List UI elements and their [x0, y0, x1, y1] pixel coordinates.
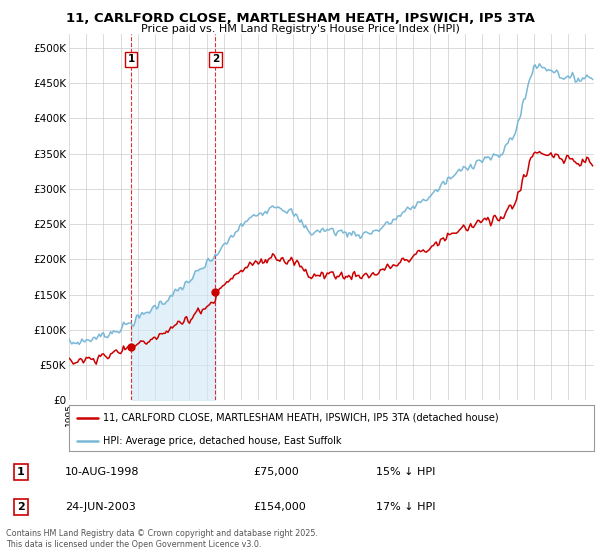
Text: 17% ↓ HPI: 17% ↓ HPI [376, 502, 436, 512]
Text: 10-AUG-1998: 10-AUG-1998 [65, 467, 139, 477]
Text: 1: 1 [127, 54, 134, 64]
Text: HPI: Average price, detached house, East Suffolk: HPI: Average price, detached house, East… [103, 436, 341, 446]
Text: 11, CARLFORD CLOSE, MARTLESHAM HEATH, IPSWICH, IP5 3TA: 11, CARLFORD CLOSE, MARTLESHAM HEATH, IP… [65, 12, 535, 25]
Text: 2: 2 [212, 54, 219, 64]
Text: Contains HM Land Registry data © Crown copyright and database right 2025.
This d: Contains HM Land Registry data © Crown c… [6, 529, 318, 549]
Text: 1: 1 [17, 467, 25, 477]
Text: 15% ↓ HPI: 15% ↓ HPI [376, 467, 436, 477]
Text: £154,000: £154,000 [253, 502, 306, 512]
Text: £75,000: £75,000 [253, 467, 299, 477]
Text: Price paid vs. HM Land Registry's House Price Index (HPI): Price paid vs. HM Land Registry's House … [140, 24, 460, 34]
Text: 24-JUN-2003: 24-JUN-2003 [65, 502, 136, 512]
Text: 2: 2 [17, 502, 25, 512]
Text: 11, CARLFORD CLOSE, MARTLESHAM HEATH, IPSWICH, IP5 3TA (detached house): 11, CARLFORD CLOSE, MARTLESHAM HEATH, IP… [103, 413, 499, 423]
